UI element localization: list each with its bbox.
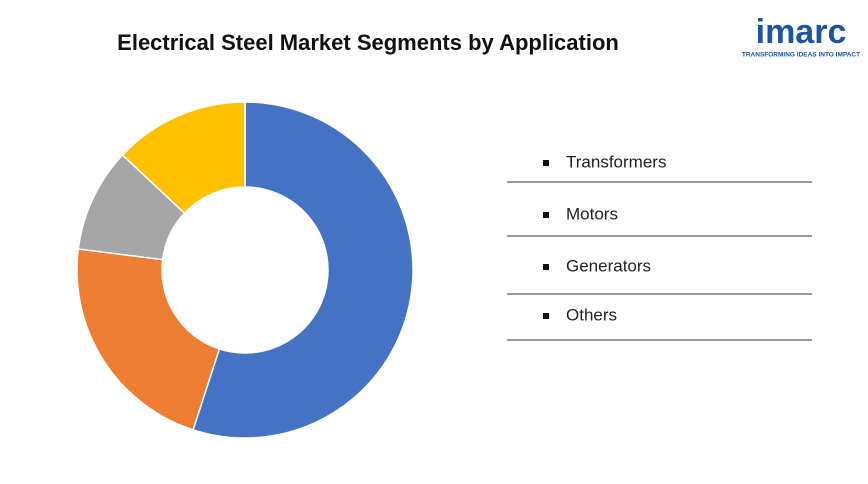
legend-bullet xyxy=(543,212,549,218)
chart-title: Electrical Steel Market Segments by Appl… xyxy=(117,30,619,55)
legend-label: Motors xyxy=(566,204,618,223)
legend-bullet xyxy=(543,313,549,319)
legend-label: Others xyxy=(566,305,617,324)
donut-slice xyxy=(121,101,246,215)
donut-slice xyxy=(76,248,221,431)
donut-slice xyxy=(192,101,414,439)
legend-label: Transformers xyxy=(566,152,666,171)
legend-label: Generators xyxy=(566,256,651,275)
legend-bullet xyxy=(543,160,549,166)
legend-bullet xyxy=(543,264,549,270)
logo-name: imarc xyxy=(756,13,847,51)
logo-tagline: TRANSFORMING IDEAS INTO IMPACT xyxy=(742,52,860,59)
